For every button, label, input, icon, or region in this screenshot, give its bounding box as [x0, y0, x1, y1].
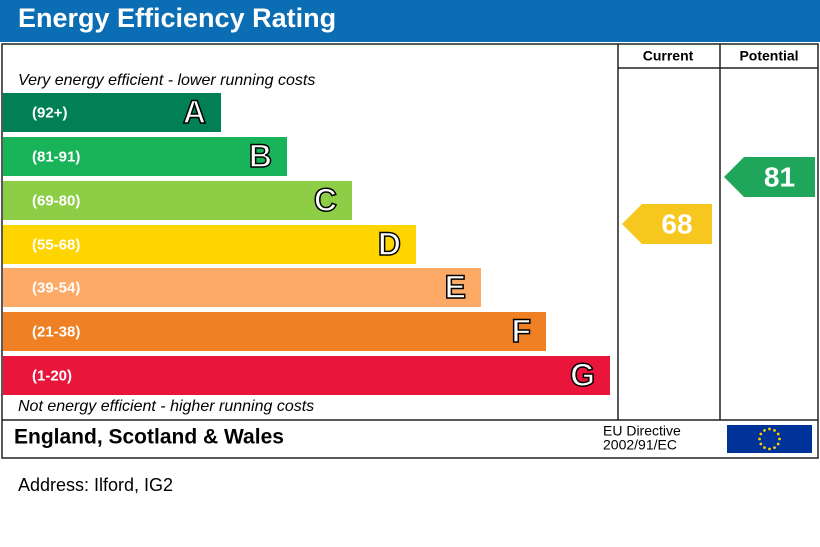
- rating-value: 81: [764, 161, 795, 192]
- band: [3, 312, 546, 351]
- band-letter: G: [570, 357, 595, 393]
- top-note: Very energy efficient - lower running co…: [18, 72, 315, 89]
- column-header: Current: [643, 48, 694, 64]
- eu-star: [768, 427, 771, 431]
- frame: [1, 43, 819, 459]
- band-range: (55-68): [32, 236, 80, 253]
- header-bar: [0, 0, 820, 42]
- eu-star: [758, 437, 761, 441]
- band: [3, 181, 352, 220]
- band-range: (21-38): [32, 323, 80, 340]
- eu-star: [759, 442, 763, 446]
- band-range: (92+): [32, 104, 67, 121]
- band: [3, 356, 610, 395]
- eu-star: [768, 447, 771, 451]
- eu-star: [759, 432, 763, 436]
- band-letter: A: [183, 94, 206, 130]
- band-range: (69-80): [32, 192, 80, 209]
- band-range: (1-20): [32, 367, 72, 384]
- band: [3, 225, 416, 264]
- eu-stars: [758, 427, 781, 451]
- eu-star: [773, 446, 776, 450]
- column-header: Potential: [739, 48, 798, 64]
- bottom-note: Not energy efficient - higher running co…: [18, 398, 314, 415]
- band-range: (81-91): [32, 148, 80, 165]
- directive: EU Directive: [603, 423, 681, 439]
- band-letter: C: [314, 182, 337, 218]
- eu-star: [773, 428, 776, 432]
- band-range: (39-54): [32, 279, 80, 296]
- band: [3, 93, 221, 132]
- eu-star: [763, 446, 766, 450]
- directive: 2002/91/EC: [603, 437, 677, 453]
- rating-arrow: [724, 157, 815, 197]
- eu-star: [776, 442, 780, 446]
- band-letter: B: [249, 138, 272, 174]
- eu-star: [778, 437, 781, 441]
- band-letter: F: [511, 313, 531, 349]
- rating-value: 68: [661, 208, 692, 239]
- band: [3, 137, 287, 176]
- eu-star: [776, 432, 780, 436]
- band-letter: E: [445, 269, 466, 305]
- title: Energy Efficiency Rating: [18, 3, 336, 33]
- eu-star: [763, 428, 766, 432]
- band: [3, 268, 481, 307]
- region: England, Scotland & Wales: [14, 426, 284, 449]
- rating-arrow: [622, 204, 712, 244]
- address: Address: Ilford, IG2: [18, 475, 173, 495]
- band-letter: D: [378, 226, 401, 262]
